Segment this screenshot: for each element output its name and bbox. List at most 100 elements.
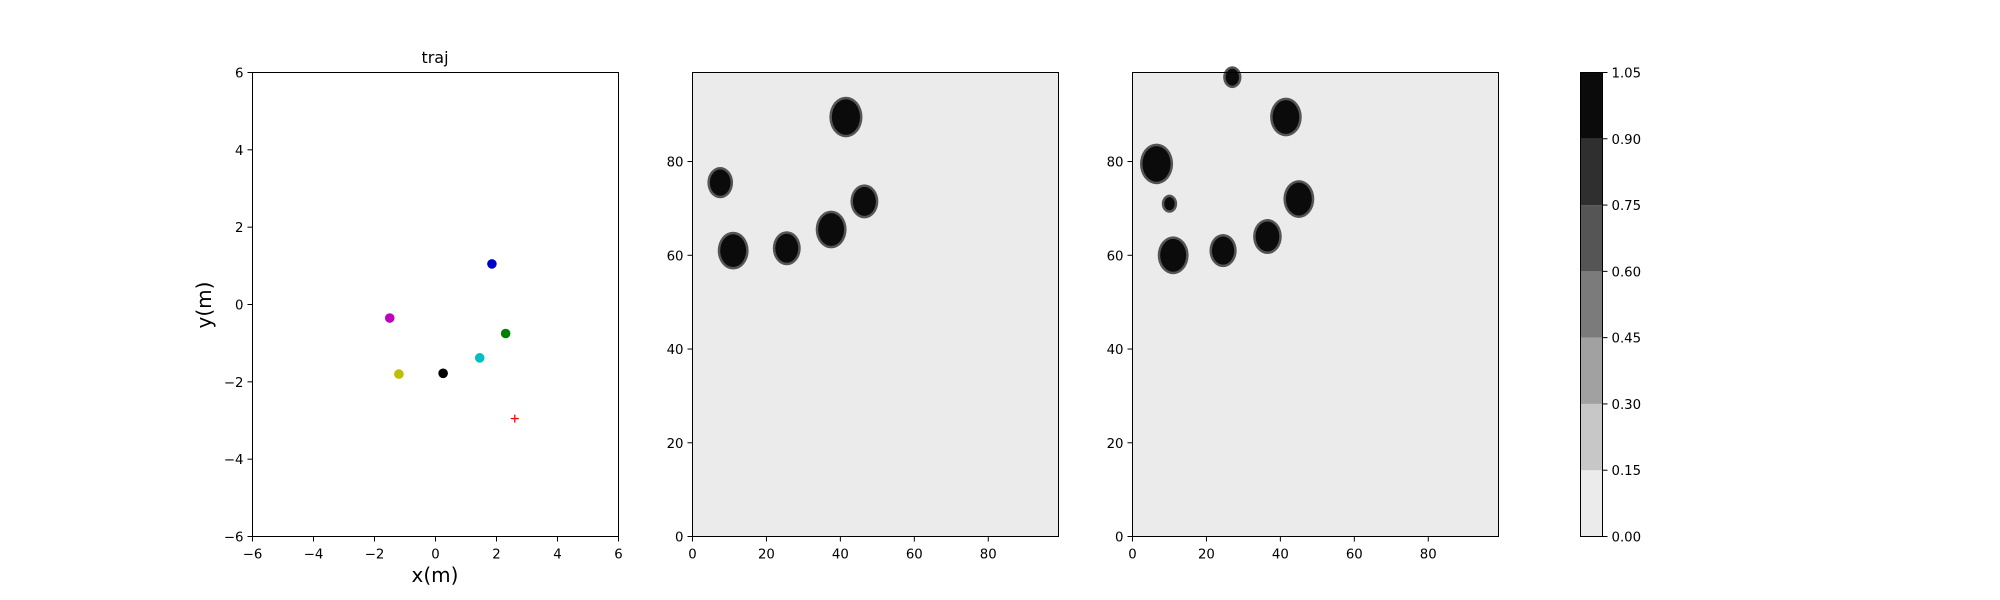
y-axis: 0 20 40 60 80 [1107,156,1133,546]
agent-point [438,368,448,379]
y-tick-label: 0 [675,531,683,546]
x-tick-label: 2 [492,548,500,563]
colorbar-tick-label: 0.00 [1612,531,1642,546]
map-background [692,72,1059,537]
x-tick-label: 40 [1272,548,1289,563]
obstacle-blob [815,210,847,249]
obstacle-core [1142,146,1171,182]
obstacle-blob [1157,236,1189,275]
x-tick-label: 80 [980,548,997,563]
y-tick-label: 40 [667,343,684,358]
x-tick-label: 20 [1198,548,1215,563]
colorbar-tick-label: 0.15 [1612,464,1642,479]
y-tick-label: 20 [667,437,684,452]
obstacle-blob [1139,143,1174,185]
obstacle-core [831,99,860,135]
x-axis: 0 20 40 60 80 [688,536,997,563]
occupancy-map-2: 0 20 40 60 80 0 20 40 60 80 [1107,66,1499,563]
colorbar-tick-label: 0.90 [1612,133,1642,148]
colorbar-band [1580,271,1603,338]
colorbar-tick-label: 0.60 [1612,265,1642,280]
y-tick-label: 40 [1107,343,1124,358]
x-tick-label: −2 [365,548,385,563]
y-tick-label: 20 [1107,437,1124,452]
colorbar-band [1580,403,1603,471]
obstacle-core [1272,100,1300,134]
y-tick-label: 2 [235,221,243,236]
colorbar-tick-label: 1.05 [1612,67,1642,82]
colorbar-band [1580,470,1603,537]
x-tick-label: 0 [431,548,439,563]
y-tick-label: 60 [667,249,684,264]
occupancy-map-1: 0 20 40 60 80 0 20 40 60 80 [667,72,1059,563]
colorbar-frame [1580,72,1603,537]
x-tick-label: 0 [688,548,696,563]
colorbar-tick-label: 0.45 [1612,332,1642,347]
x-axis: 0 20 40 60 80 [1128,536,1437,563]
obstacle-blob [1253,219,1282,255]
y-tick-label: −4 [224,453,244,468]
x-tick-label: 40 [832,548,849,563]
obstacle-blob [1161,194,1178,213]
x-tick-label: −6 [243,548,263,563]
obstacle-blob [717,231,749,270]
x-axis-label: x(m) [412,563,459,587]
x-tick-label: −4 [304,548,324,563]
target-marker [510,414,519,423]
x-axis: −6 −4 −2 0 2 4 6 [243,536,623,563]
obstacle-core [1285,182,1312,216]
trajectory-plot: traj −6 −4 −2 0 2 4 6 −6 −4 −2 0 2 4 6 x(m) y(m) [192,48,623,587]
obstacle-blob [1270,97,1302,137]
agent-point [500,328,511,339]
y-tick-label: −2 [224,376,244,391]
obstacle-core [1225,68,1239,86]
map-background [1132,72,1499,537]
colorbar-band [1580,72,1603,139]
x-tick-label: 20 [758,548,775,563]
obstacle-blob [707,167,734,199]
obstacle-core [709,169,731,196]
obstacle-blob [1209,234,1237,268]
y-tick-label: 60 [1107,249,1124,264]
x-tick-label: 60 [1346,548,1363,563]
agent-point [487,259,497,269]
colorbar: 0.00 0.15 0.30 0.45 0.60 0.75 0.90 1.05 [1580,67,1642,546]
x-tick-label: 6 [614,548,622,563]
y-axis-label: y(m) [192,282,216,329]
colorbar-band [1580,138,1603,206]
obstacle-core [818,213,845,246]
obstacle-blob [829,96,863,138]
plot-frame [692,72,1059,537]
occupancy-blobs [1139,66,1315,275]
x-tick-label: 80 [1420,548,1437,563]
trajectory-points [384,259,519,423]
colorbar-band [1580,337,1603,404]
agent-point [474,353,485,363]
obstacle-blob [772,231,801,266]
obstacle-blob [1223,66,1242,89]
y-tick-label: 6 [235,67,243,82]
obstacle-blob [850,184,879,219]
y-tick-label: 80 [667,156,684,171]
agent-point [384,313,395,323]
obstacle-core [1211,236,1235,265]
y-tick-label: 80 [1107,156,1124,171]
plot-title: traj [421,48,448,67]
y-axis: −6 −4 −2 0 2 4 6 [224,67,253,546]
y-tick-label: 0 [235,299,243,314]
x-tick-label: 60 [906,548,923,563]
obstacle-blob [1283,180,1315,218]
colorbar-tick-label: 0.30 [1612,398,1642,413]
obstacle-core [720,234,747,268]
obstacle-core [1164,197,1175,211]
y-tick-label: 0 [1115,531,1123,546]
x-tick-label: 0 [1128,548,1136,563]
y-tick-label: 4 [235,144,243,159]
obstacle-core [852,186,876,216]
x-tick-label: 4 [553,548,561,563]
occupancy-blobs [707,96,879,270]
y-tick-label: −6 [224,531,244,546]
obstacle-core [1255,221,1280,252]
plot-frame [1132,72,1499,537]
